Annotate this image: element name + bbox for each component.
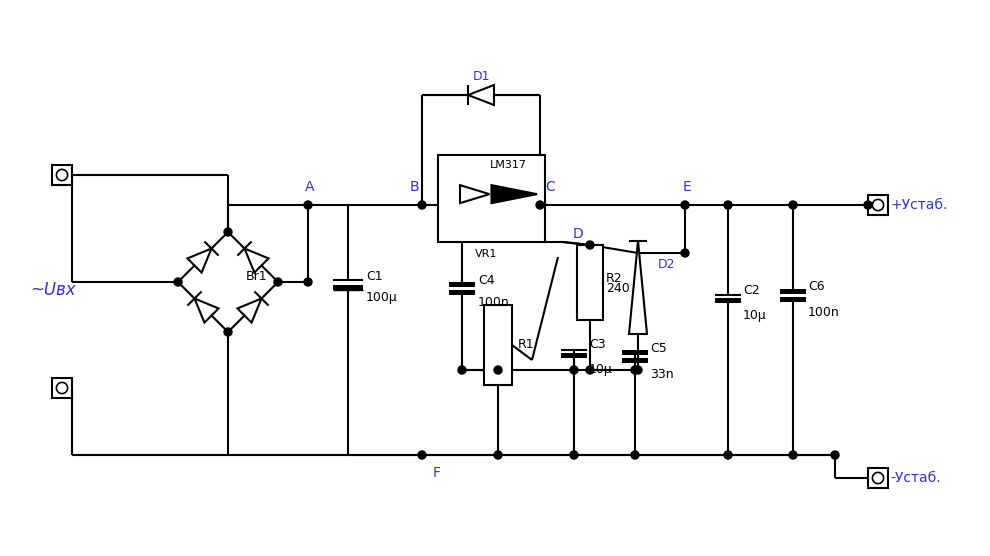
Text: C1: C1 — [366, 270, 382, 282]
Circle shape — [586, 241, 594, 249]
Circle shape — [458, 366, 466, 374]
Bar — [868, 468, 888, 488]
Text: +Устаб.: +Устаб. — [890, 198, 947, 212]
Circle shape — [536, 201, 544, 209]
Text: Br1: Br1 — [246, 271, 267, 284]
Bar — [780, 289, 806, 294]
Circle shape — [724, 201, 732, 209]
Circle shape — [681, 249, 689, 257]
Bar — [333, 285, 363, 290]
Bar — [484, 305, 512, 385]
Circle shape — [631, 451, 639, 459]
Polygon shape — [629, 241, 647, 334]
Text: ~Uвх: ~Uвх — [30, 281, 75, 299]
Bar — [52, 378, 72, 398]
Text: 240: 240 — [606, 282, 630, 295]
Bar — [561, 353, 587, 358]
Bar — [577, 245, 603, 320]
Circle shape — [224, 228, 232, 236]
Text: 100n: 100n — [478, 296, 510, 310]
Circle shape — [789, 201, 797, 209]
Bar — [780, 297, 806, 302]
Circle shape — [274, 278, 282, 286]
Circle shape — [831, 451, 839, 459]
Circle shape — [224, 328, 232, 336]
Text: B: B — [409, 180, 419, 194]
Text: VR1: VR1 — [475, 249, 498, 259]
Text: D2: D2 — [658, 259, 675, 271]
Circle shape — [418, 201, 426, 209]
Circle shape — [304, 201, 312, 209]
Circle shape — [789, 451, 797, 459]
Bar — [449, 290, 475, 295]
Polygon shape — [194, 299, 219, 322]
Text: 100n: 100n — [808, 305, 840, 319]
Circle shape — [634, 366, 642, 374]
Text: C2: C2 — [743, 284, 759, 296]
Text: C5: C5 — [650, 341, 666, 355]
Circle shape — [494, 366, 502, 374]
Polygon shape — [491, 185, 537, 203]
Bar — [52, 165, 72, 185]
Polygon shape — [468, 85, 494, 105]
Text: E: E — [683, 180, 691, 194]
Circle shape — [570, 366, 578, 374]
Circle shape — [724, 451, 732, 459]
Bar — [622, 358, 648, 363]
Text: C6: C6 — [808, 280, 825, 294]
Text: LM317: LM317 — [489, 160, 527, 170]
Circle shape — [681, 201, 689, 209]
Circle shape — [864, 201, 872, 209]
Circle shape — [418, 451, 426, 459]
Polygon shape — [187, 249, 212, 272]
Circle shape — [494, 451, 502, 459]
Text: R2: R2 — [606, 271, 623, 285]
Circle shape — [631, 366, 639, 374]
Bar — [449, 282, 475, 287]
Text: C: C — [545, 180, 554, 194]
Text: R1: R1 — [518, 339, 535, 351]
Polygon shape — [238, 299, 261, 322]
Text: 33n: 33n — [650, 369, 673, 381]
Circle shape — [174, 278, 182, 286]
Text: 10μ: 10μ — [589, 364, 613, 376]
Text: F: F — [433, 466, 441, 480]
Text: D1: D1 — [472, 71, 490, 83]
Circle shape — [304, 278, 312, 286]
Bar — [622, 350, 648, 355]
Text: A: A — [305, 180, 315, 194]
Bar — [715, 298, 741, 303]
Text: C4: C4 — [478, 275, 495, 287]
Text: 100μ: 100μ — [366, 291, 398, 305]
Text: D: D — [573, 227, 584, 241]
Circle shape — [586, 366, 594, 374]
Circle shape — [570, 451, 578, 459]
Bar — [868, 195, 888, 215]
Text: -Устаб.: -Устаб. — [890, 471, 940, 485]
Bar — [438, 155, 545, 242]
Text: 10μ: 10μ — [743, 309, 766, 321]
Polygon shape — [245, 249, 268, 272]
Text: C3: C3 — [589, 339, 606, 351]
Polygon shape — [460, 185, 489, 203]
